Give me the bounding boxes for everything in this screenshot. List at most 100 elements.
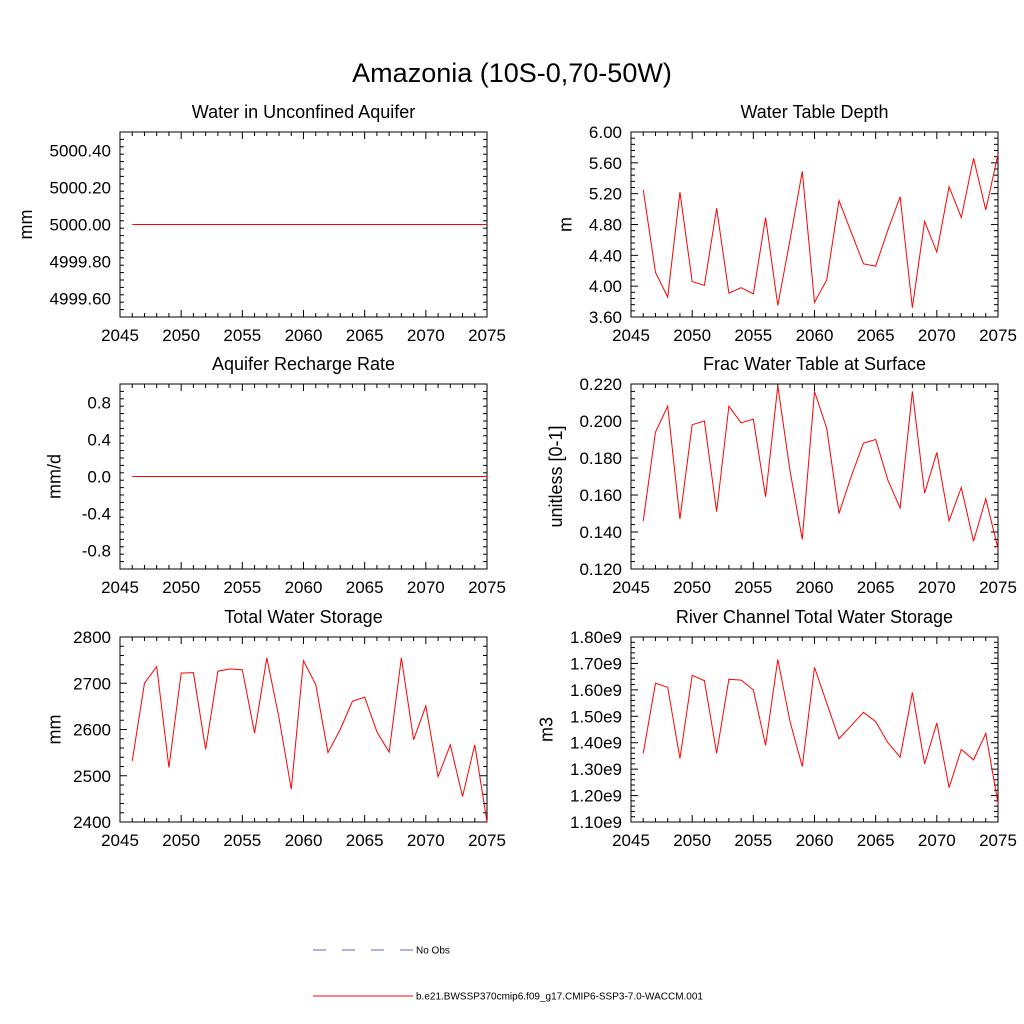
legend-model-label: b.e21.BWSSP370cmip6.f09_g17.CMIP6-SSP3-7… [416,992,703,1003]
x-tick-label: 2055 [223,326,261,345]
x-tick-label: 2070 [407,326,445,345]
x-tick-label: 2065 [346,578,384,597]
y-tick-label: 5.60 [589,154,622,173]
x-tick-label: 2050 [162,326,200,345]
y-tick-label: 4999.80 [50,253,111,272]
y-tick-label: 1.30e9 [570,760,622,779]
y-tick-label: 6.00 [589,123,622,142]
y-tick-label: 0.8 [87,394,111,413]
x-ticks: 2045 2050 2055 2060 2065 2070 2075 [101,384,506,597]
x-tick-label: 2060 [285,831,323,850]
x-tick-label: 2055 [223,831,261,850]
y-tick-label: 1.40e9 [570,734,622,753]
x-ticks: 2045 2050 2055 2060 2065 2070 2075 [612,132,1017,345]
y-axis-label: unitless [0-1] [546,425,566,527]
x-tick-label: 2055 [734,578,772,597]
y-tick-label: 1.80e9 [570,628,622,647]
x-tick-label: 2065 [857,831,895,850]
x-tick-label: 2065 [857,578,895,597]
y-tick-label: 0.4 [87,431,111,450]
y-tick-label: 0.140 [579,523,622,542]
x-tick-label: 2070 [918,578,956,597]
y-ticks: -0.8 -0.4 0.0 0.4 0.8 [82,383,487,570]
series-line [642,385,999,549]
x-tick-label: 2045 [612,831,650,850]
legend-obs-label: No Obs [416,946,450,957]
x-tick-label: 2055 [734,831,772,850]
x-tick-label: 2075 [468,326,506,345]
series-line [131,657,488,823]
y-tick-label: 4.40 [589,246,622,265]
y-tick-label: 5000.20 [50,179,111,198]
panel-title: Aquifer Recharge Rate [212,354,395,374]
legend: No Obs b.e21.BWSSP370cmip6.f09_g17.CMIP6… [313,946,703,1003]
x-tick-label: 2065 [346,831,384,850]
x-tick-label: 2050 [162,578,200,597]
y-tick-label: 5000.00 [50,216,111,235]
y-tick-label: 2600 [73,721,111,740]
x-tick-label: 2075 [468,578,506,597]
x-tick-label: 2070 [918,831,956,850]
y-tick-label: 1.10e9 [570,813,622,832]
x-tick-label: 2070 [918,326,956,345]
figure-title: Amazonia (10S-0,70-50W) [352,58,672,88]
y-tick-label: 2400 [73,813,111,832]
y-tick-label: 1.20e9 [570,787,622,806]
x-ticks: 2045 2050 2055 2060 2065 2070 2075 [101,132,506,345]
y-tick-label: 0.180 [579,449,622,468]
x-tick-label: 2060 [796,831,834,850]
y-ticks: 0.120 0.140 0.160 0.180 0.200 0.220 [579,375,998,579]
panel-1: Water in Unconfined Aquifer 2045 2050 2055 2… [16,102,506,345]
y-tick-label: 1.50e9 [570,707,622,726]
y-tick-label: -0.8 [82,542,111,561]
x-tick-label: 2050 [162,831,200,850]
panel-title: River Channel Total Water Storage [676,607,953,627]
x-tick-label: 2065 [346,326,384,345]
y-tick-label: 1.70e9 [570,654,622,673]
x-tick-label: 2070 [407,831,445,850]
y-axis-label: mm [16,210,36,240]
y-tick-label: 3.60 [589,308,622,327]
series-line [642,154,999,308]
y-tick-label: 0.220 [579,375,622,394]
x-tick-label: 2045 [101,326,139,345]
x-tick-label: 2075 [979,578,1017,597]
x-ticks: 2045 2050 2055 2060 2065 2070 2075 [101,637,506,850]
y-tick-label: 5000.40 [50,142,111,161]
panel-title: Total Water Storage [224,607,382,627]
x-ticks: 2045 2050 2055 2060 2065 2070 2075 [612,384,1017,597]
y-ticks: 1.10e9 1.20e9 1.30e9 1.40e9 1.50e9 1.60e9 1.70… [570,628,998,832]
y-tick-label: 0.0 [87,468,111,487]
series-line [642,659,999,804]
panel-3: Aquifer Recharge Rate 2045 2050 2055 2060 206… [45,354,506,597]
panel-6: River Channel Total Water Storage 2045 205… [536,607,1017,850]
x-tick-label: 2065 [857,326,895,345]
x-tick-label: 2055 [734,326,772,345]
x-tick-label: 2045 [101,578,139,597]
panel-title: Water in Unconfined Aquifer [192,102,415,122]
y-ticks: 3.60 4.00 4.40 4.80 5.20 5.60 6.00 [589,123,998,327]
y-tick-label: 0.200 [579,412,622,431]
x-tick-label: 2075 [979,831,1017,850]
x-tick-label: 2060 [285,578,323,597]
y-tick-label: 0.160 [579,486,622,505]
x-tick-label: 2060 [796,578,834,597]
x-tick-label: 2075 [979,326,1017,345]
x-tick-label: 2050 [673,326,711,345]
y-tick-label: 5.20 [589,185,622,204]
x-ticks: 2045 2050 2055 2060 2065 2070 2075 [612,637,1017,850]
x-tick-label: 2050 [673,831,711,850]
y-ticks: 4999.60 4999.80 5000.00 5000.20 5000.40 [50,131,487,318]
y-tick-label: -0.4 [82,505,111,524]
panel-title: Water Table Depth [740,102,888,122]
y-tick-label: 2700 [73,674,111,693]
x-tick-label: 2045 [612,326,650,345]
x-tick-label: 2075 [468,831,506,850]
y-ticks: 2400 2500 2600 2700 2800 [73,628,487,832]
x-tick-label: 2055 [223,578,261,597]
y-axis-label: mm [45,715,65,745]
